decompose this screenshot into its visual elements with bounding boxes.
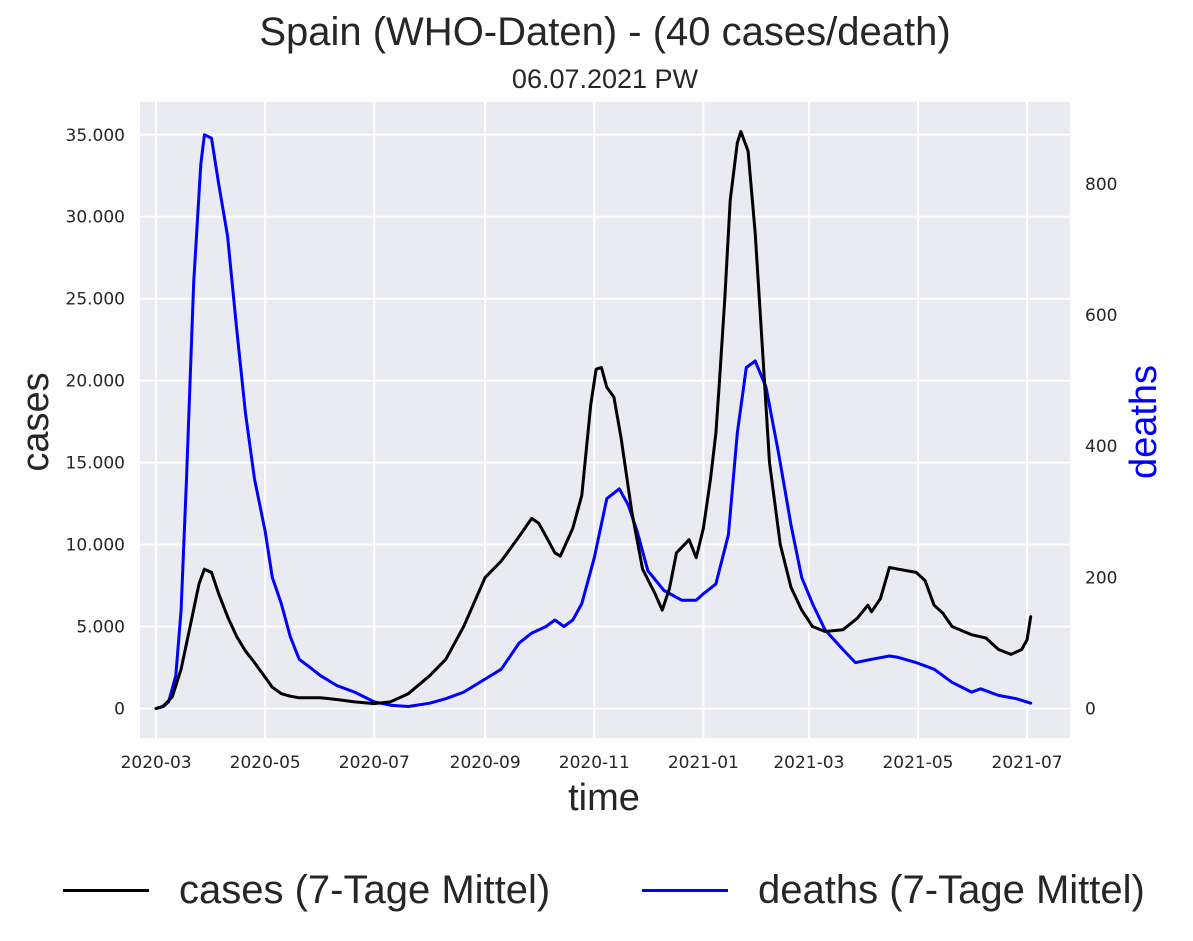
legend-item-cases: cases (7-Tage Mittel) [63, 862, 550, 918]
y-tick-label-right: 600 [1085, 306, 1117, 326]
legend-item-deaths: deaths (7-Tage Mittel) [642, 862, 1145, 918]
y-tick-label: 25.000 [66, 290, 125, 310]
y-tick-label: 35.000 [66, 126, 125, 146]
legend-swatch-cases [63, 888, 149, 892]
x-tick-label: 2021-05 [882, 753, 953, 773]
y-axis-right-label: deaths [1123, 365, 1165, 479]
x-axis-label: time [568, 777, 640, 819]
y-tick-label: 20.000 [66, 372, 125, 392]
x-tick-label: 2021-07 [992, 753, 1063, 773]
y-tick-label: 0 [114, 699, 125, 719]
legend-label-cases: cases (7-Tage Mittel) [179, 867, 551, 912]
plot-area [140, 102, 1070, 738]
y-tick-label-right: 800 [1085, 175, 1117, 195]
x-tick-label: 2021-03 [773, 753, 844, 773]
y-tick-label-right: 0 [1085, 699, 1096, 719]
y-tick-label: 15.000 [66, 454, 125, 474]
legend-swatch-deaths [642, 888, 728, 892]
y-axis-right-ticks: 0 200 400 600 800 [1085, 175, 1117, 720]
series-lines [154, 130, 1033, 710]
y-tick-label: 10.000 [66, 536, 125, 556]
series-line-cases [154, 130, 1033, 710]
x-tick-label: 2020-03 [121, 753, 192, 773]
x-tick-label: 2021-01 [668, 753, 739, 773]
y-tick-label-right: 400 [1085, 437, 1117, 457]
x-tick-label: 2020-11 [559, 753, 630, 773]
x-tick-label: 2020-09 [450, 753, 521, 773]
chart-subtitle: 06.07.2021 PW [511, 64, 699, 94]
legend: cases (7-Tage Mittel) deaths (7-Tage Mit… [0, 862, 1193, 918]
x-axis-ticks: 2020-03 2020-05 2020-07 2020-09 2020-11 2021-… [121, 753, 1063, 773]
y-tick-label: 30.000 [66, 208, 125, 228]
x-tick-label: 2020-05 [230, 753, 301, 773]
series-line-deaths [154, 133, 1033, 710]
chart-title: Spain (WHO-Daten) - (40 cases/death) [259, 10, 951, 54]
y-tick-label: 5.000 [76, 618, 125, 638]
legend-label-deaths: deaths (7-Tage Mittel) [758, 867, 1145, 912]
grid-lines [140, 102, 1070, 738]
y-axis-left-ticks: 0 5.000 10.000 15.000 20.000 25.000 30.000 35.0… [66, 126, 125, 720]
y-axis-left-label: cases [15, 372, 57, 471]
x-tick-label: 2020-07 [339, 753, 410, 773]
y-tick-label-right: 200 [1085, 568, 1117, 588]
